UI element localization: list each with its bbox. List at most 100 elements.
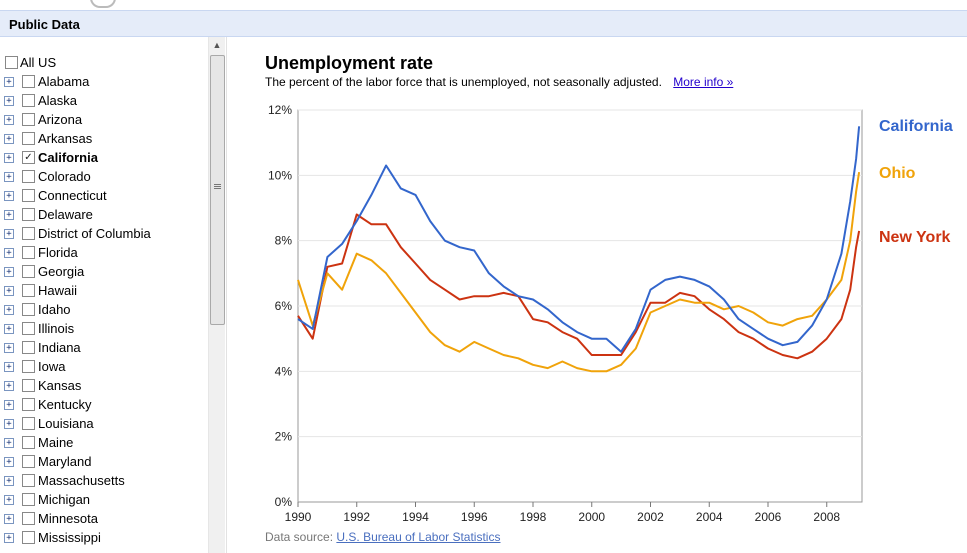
sidebar-scrollbar[interactable]: ▲ — [208, 37, 225, 553]
sidebar-item-california[interactable]: + ✓ California — [0, 148, 208, 167]
expand-plus-icon[interactable]: + — [4, 419, 14, 429]
chart-title: Unemployment rate — [265, 53, 434, 73]
data-source-link[interactable]: U.S. Bureau of Labor Statistics — [336, 530, 501, 544]
sidebar-item-checkbox[interactable] — [22, 341, 35, 354]
all-us-checkbox[interactable] — [5, 56, 18, 69]
sidebar-item-georgia[interactable]: + Georgia — [0, 262, 208, 281]
expand-plus-icon[interactable]: + — [4, 533, 14, 543]
sidebar-item-checkbox[interactable] — [22, 417, 35, 430]
sidebar-item-mississippi[interactable]: + Mississippi — [0, 528, 208, 547]
expand-plus-icon[interactable]: + — [4, 400, 14, 410]
sidebar-item-checkbox[interactable] — [22, 265, 35, 278]
sidebar-item-checkbox[interactable] — [22, 189, 35, 202]
series-line-ohio[interactable] — [297, 171, 861, 373]
expand-plus-icon[interactable]: + — [4, 267, 14, 277]
y-tick-label: 6% — [275, 299, 293, 313]
series-line-california[interactable] — [297, 126, 861, 353]
sidebar-item-label: Massachusetts — [38, 473, 125, 488]
expand-plus-icon[interactable]: + — [4, 343, 14, 353]
sidebar-item-hawaii[interactable]: + Hawaii — [0, 281, 208, 300]
sidebar-item-maryland[interactable]: + Maryland — [0, 452, 208, 471]
expand-plus-icon[interactable]: + — [4, 324, 14, 334]
sidebar-item-checkbox[interactable] — [22, 303, 35, 316]
legend-label-new-york[interactable]: New York — [879, 229, 951, 246]
x-tick-label: 1992 — [343, 510, 370, 524]
expand-plus-icon[interactable]: + — [4, 229, 14, 239]
expand-plus-icon[interactable]: + — [4, 153, 14, 163]
sidebar-item-checkbox[interactable] — [22, 75, 35, 88]
sidebar-item-delaware[interactable]: + Delaware — [0, 205, 208, 224]
scrollbar-thumb[interactable] — [210, 55, 225, 325]
expand-plus-icon[interactable]: + — [4, 438, 14, 448]
sidebar-item-maine[interactable]: + Maine — [0, 433, 208, 452]
sidebar-item-checkbox[interactable] — [22, 493, 35, 506]
sidebar-item-alaska[interactable]: + Alaska — [0, 91, 208, 110]
sidebar-item-connecticut[interactable]: + Connecticut — [0, 186, 208, 205]
sidebar-item-colorado[interactable]: + Colorado — [0, 167, 208, 186]
sidebar-item-florida[interactable]: + Florida — [0, 243, 208, 262]
y-tick-label: 0% — [275, 495, 293, 509]
sidebar-item-checkbox[interactable] — [22, 512, 35, 525]
sidebar-item-arizona[interactable]: + Arizona — [0, 110, 208, 129]
sidebar-item-iowa[interactable]: + Iowa — [0, 357, 208, 376]
sidebar-item-arkansas[interactable]: + Arkansas — [0, 129, 208, 148]
expand-plus-icon[interactable]: + — [4, 115, 14, 125]
sidebar-item-checkbox[interactable]: ✓ — [22, 151, 35, 164]
sidebar-item-checkbox[interactable] — [22, 455, 35, 468]
expand-plus-icon[interactable]: + — [4, 77, 14, 87]
sidebar-item-checkbox[interactable] — [22, 246, 35, 259]
sidebar-item-kentucky[interactable]: + Kentucky — [0, 395, 208, 414]
expand-plus-icon[interactable]: + — [4, 514, 14, 524]
y-tick-label: 12% — [268, 103, 292, 117]
scroll-up-arrow-icon[interactable]: ▲ — [212, 40, 222, 50]
sidebar-item-checkbox[interactable] — [22, 94, 35, 107]
expand-plus-icon[interactable]: + — [4, 476, 14, 486]
sidebar-item-kansas[interactable]: + Kansas — [0, 376, 208, 395]
sidebar-item-idaho[interactable]: + Idaho — [0, 300, 208, 319]
sidebar-item-checkbox[interactable] — [22, 436, 35, 449]
sidebar-item-minnesota[interactable]: + Minnesota — [0, 509, 208, 528]
sidebar-item-checkbox[interactable] — [22, 208, 35, 221]
expand-plus-icon[interactable]: + — [4, 134, 14, 144]
all-us-row[interactable]: All US — [0, 53, 208, 72]
more-info-link[interactable]: More info » — [673, 75, 734, 89]
sidebar-item-michigan[interactable]: + Michigan — [0, 490, 208, 509]
expand-plus-icon[interactable]: + — [4, 96, 14, 106]
series-line-new-york[interactable] — [297, 213, 861, 360]
expand-plus-icon[interactable]: + — [4, 286, 14, 296]
sidebar-item-massachusetts[interactable]: + Massachusetts — [0, 471, 208, 490]
sidebar-item-checkbox[interactable] — [22, 227, 35, 240]
sidebar-item-checkbox[interactable] — [22, 360, 35, 373]
data-source-prefix: Data source: — [265, 530, 334, 544]
sidebar-item-checkbox[interactable] — [22, 531, 35, 544]
sidebar-item-louisiana[interactable]: + Louisiana — [0, 414, 208, 433]
sidebar-item-checkbox[interactable] — [22, 113, 35, 126]
expand-plus-icon[interactable]: + — [4, 495, 14, 505]
expand-plus-icon[interactable]: + — [4, 248, 14, 258]
sidebar-item-checkbox[interactable] — [22, 284, 35, 297]
expand-plus-icon[interactable]: + — [4, 210, 14, 220]
sidebar-item-label: Louisiana — [38, 416, 94, 431]
expand-plus-icon[interactable]: + — [4, 305, 14, 315]
sidebar-item-checkbox[interactable] — [22, 474, 35, 487]
sidebar-item-label: Mississippi — [38, 530, 101, 545]
legend-label-california[interactable]: California — [879, 118, 953, 135]
sidebar-item-checkbox[interactable] — [22, 322, 35, 335]
sidebar-item-indiana[interactable]: + Indiana — [0, 338, 208, 357]
expand-plus-icon[interactable]: + — [4, 362, 14, 372]
sidebar-item-illinois[interactable]: + Illinois — [0, 319, 208, 338]
expand-plus-icon[interactable]: + — [4, 191, 14, 201]
expand-plus-icon[interactable]: + — [4, 457, 14, 467]
legend-label-ohio[interactable]: Ohio — [879, 165, 916, 182]
sidebar-item-district-of-columbia[interactable]: + District of Columbia — [0, 224, 208, 243]
expand-plus-icon[interactable]: + — [4, 172, 14, 182]
sidebar-item-alabama[interactable]: + Alabama — [0, 72, 208, 91]
y-tick-label: 8% — [275, 234, 293, 248]
chart-subtitle: The percent of the labor force that is u… — [265, 75, 733, 89]
expand-plus-icon[interactable]: + — [4, 381, 14, 391]
sidebar-item-checkbox[interactable] — [22, 132, 35, 145]
sidebar-item-checkbox[interactable] — [22, 398, 35, 411]
sidebar-item-checkbox[interactable] — [22, 170, 35, 183]
chart-subtitle-text: The percent of the labor force that is u… — [265, 75, 662, 89]
sidebar-item-checkbox[interactable] — [22, 379, 35, 392]
